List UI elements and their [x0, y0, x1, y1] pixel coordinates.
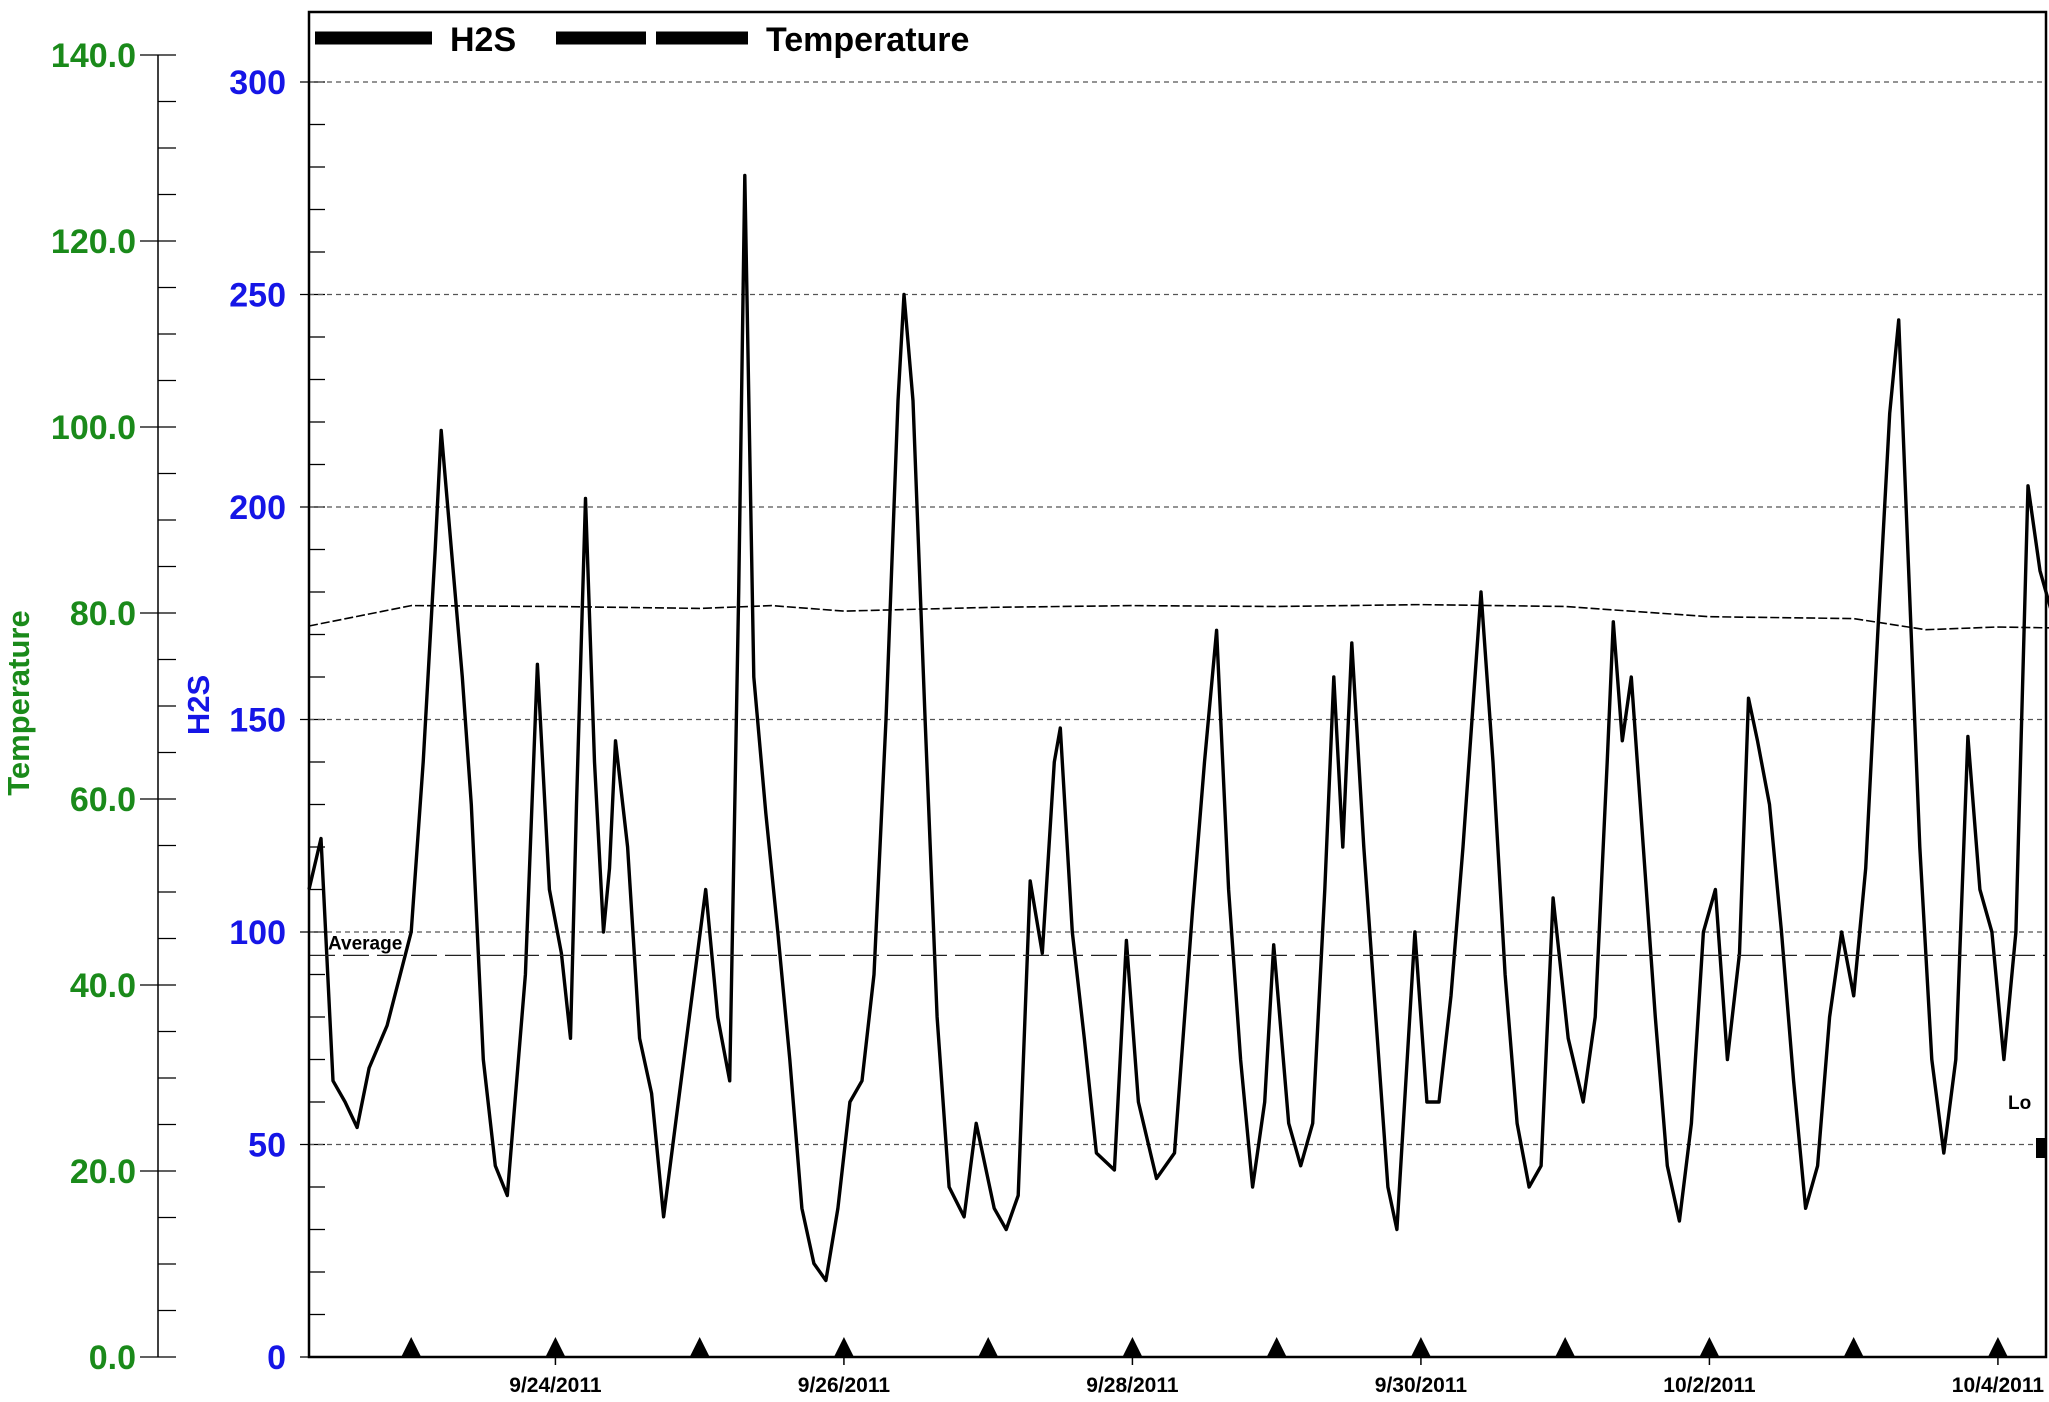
low-marker [2036, 1138, 2046, 1158]
day-marker [1699, 1337, 1720, 1357]
h2s-tick-label: 100 [229, 914, 286, 952]
x-tick-label: 10/2/2011 [1663, 1374, 1756, 1397]
series-line-h2s [307, 173, 2049, 1283]
day-marker [1266, 1337, 1287, 1357]
day-marker [1410, 1337, 1431, 1357]
temperature-axis: 0.0 20.0 40.0 60.0 80.0 100.0 120.0 140.0 [51, 37, 176, 1377]
temperature-tick-label: 20.0 [70, 1153, 136, 1191]
h2s-tick-label: 200 [229, 489, 286, 527]
series-lines [307, 173, 2049, 1283]
x-tick-label: 10/4/2011 [1952, 1374, 2045, 1397]
temperature-tick-label: 80.0 [70, 595, 136, 633]
day-marker [1555, 1337, 1576, 1357]
horizontal-gridlines [309, 81, 2046, 1146]
day-marker [689, 1337, 710, 1357]
x-axis: 9/24/2011 9/26/2011 9/28/2011 9/30/2011 10/2… [401, 1337, 2044, 1397]
series-line-temperature [308, 603, 2049, 631]
day-marker [833, 1337, 854, 1357]
h2s-axis: 0 50 100 150 200 250 300 [229, 64, 325, 1377]
plot-frame [307, 10, 2048, 1359]
legend-label-temperature: Temperature [766, 21, 969, 59]
temperature-tick-label: 100.0 [51, 409, 136, 447]
day-marker [978, 1337, 999, 1357]
temperature-tick-label: 60.0 [70, 781, 136, 819]
annotations: Average Lo [309, 933, 2046, 1158]
x-tick-label: 9/26/2011 [798, 1374, 891, 1397]
day-marker [545, 1337, 566, 1357]
h2s-tick-label: 50 [248, 1127, 286, 1165]
plot-border [307, 10, 2048, 1359]
x-tick-label: 9/28/2011 [1086, 1374, 1179, 1397]
x-tick-label: 9/24/2011 [509, 1374, 602, 1397]
legend-label-h2s: H2S [450, 21, 516, 59]
h2s-tick-label: 150 [229, 702, 286, 740]
h2s-axis-label: H2S [181, 675, 216, 735]
day-marker [1843, 1337, 1864, 1357]
h2s-tick-label: 250 [229, 277, 286, 315]
h2s-tick-label: 0 [267, 1339, 286, 1377]
temperature-tick-label: 120.0 [51, 223, 136, 261]
temperature-tick-label: 40.0 [70, 967, 136, 1005]
legend: H2S Temperature [315, 21, 969, 59]
day-marker [1987, 1337, 2008, 1357]
temperature-tick-label: 0.0 [89, 1339, 136, 1377]
day-marker [1122, 1337, 1143, 1357]
h2s-tick-label: 300 [229, 64, 286, 102]
average-label: Average [328, 933, 402, 954]
day-marker [401, 1337, 422, 1357]
low-label: Lo [2008, 1093, 2031, 1114]
temperature-tick-label: 140.0 [51, 37, 136, 75]
temperature-axis-label: Temperature [1, 610, 36, 796]
x-tick-label: 9/30/2011 [1375, 1374, 1468, 1397]
